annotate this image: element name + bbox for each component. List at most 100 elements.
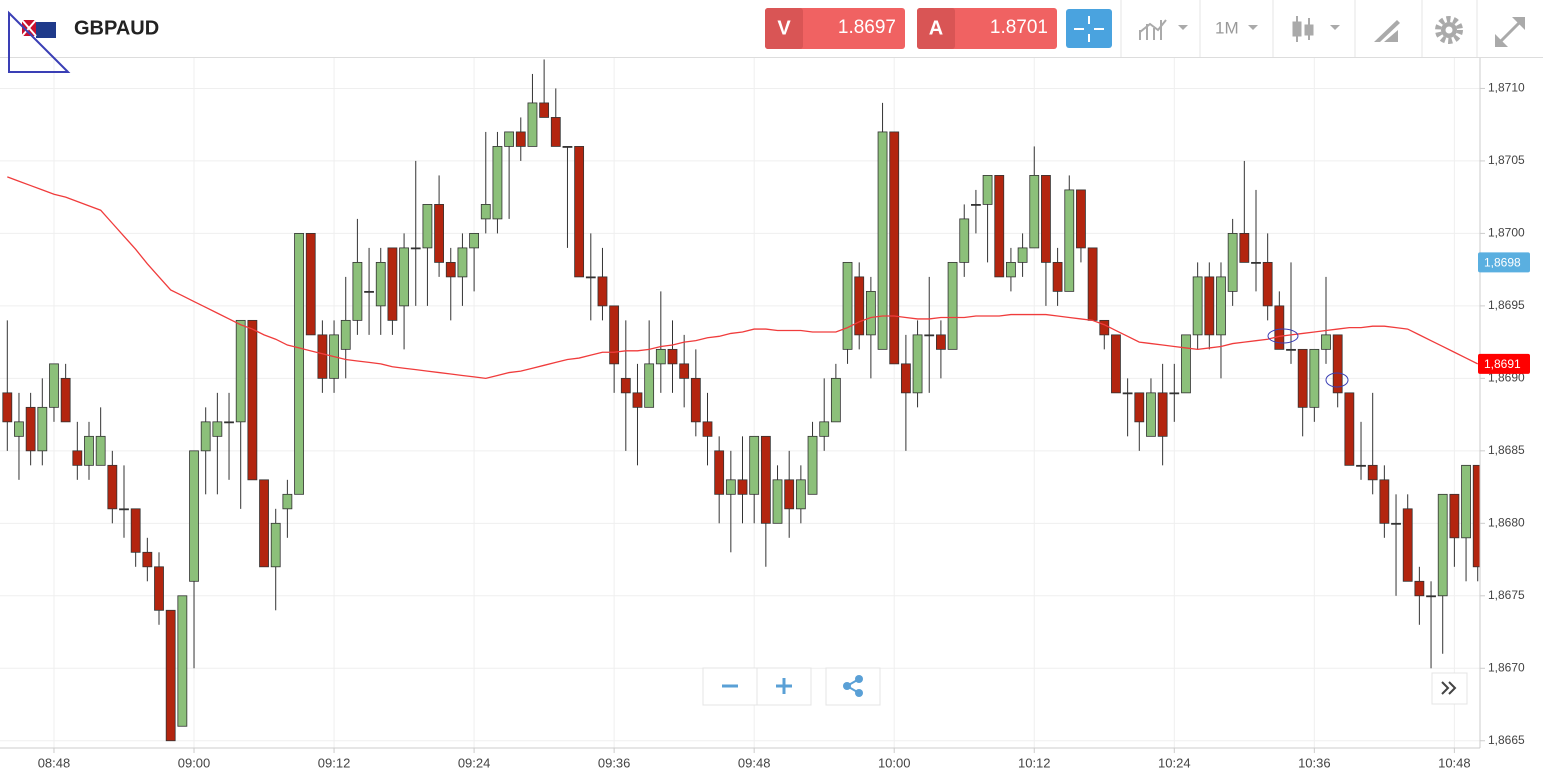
candle-body xyxy=(1449,493,1460,539)
candle-body xyxy=(224,421,234,424)
candle-body xyxy=(247,319,258,481)
candle-body xyxy=(1297,348,1308,408)
crosshair-button[interactable] xyxy=(1066,9,1112,48)
candle-body xyxy=(1099,319,1110,336)
candle-body xyxy=(865,290,876,336)
candle-body xyxy=(1286,348,1296,351)
candle-body xyxy=(585,276,596,279)
candle-body xyxy=(492,146,503,220)
candle-body xyxy=(1332,334,1343,394)
x-tick-label: 09:36 xyxy=(598,755,631,770)
price-tag-label: 1,8698 xyxy=(1484,256,1521,270)
candle-body xyxy=(1017,247,1028,263)
candle-body xyxy=(515,131,526,147)
drawing-triangle[interactable] xyxy=(8,10,71,73)
candle-body xyxy=(457,247,468,278)
candle-style-button[interactable] xyxy=(1292,16,1340,42)
annotation-ellipses[interactable] xyxy=(1267,328,1349,388)
y-tick-label: 1,8680 xyxy=(1488,515,1525,529)
axes: 1,86651,86701,86751,86801,86851,86901,86… xyxy=(38,81,1530,770)
candle-body xyxy=(480,204,491,220)
candle-body xyxy=(1344,392,1355,466)
settings-button[interactable] xyxy=(1435,16,1463,44)
candle-body xyxy=(574,146,585,278)
candle-body xyxy=(1309,348,1320,408)
candle-body xyxy=(1402,508,1413,582)
candle-body xyxy=(235,319,246,423)
candle-body xyxy=(1041,175,1051,263)
buy-button[interactable]: A 1.8701 xyxy=(917,8,1057,49)
y-tick-label: 1,8690 xyxy=(1488,371,1525,385)
candle-body xyxy=(1146,392,1156,437)
candle-body xyxy=(1426,595,1436,598)
candle-body xyxy=(737,479,748,495)
x-tick-label: 08:48 xyxy=(38,755,71,770)
candle-body xyxy=(971,204,981,206)
candle-body xyxy=(469,232,480,249)
x-tick-label: 10:00 xyxy=(878,755,911,770)
candle-body xyxy=(550,117,561,147)
candle-body xyxy=(445,261,456,278)
candle-body xyxy=(270,522,281,568)
candle-body xyxy=(620,377,631,394)
candle-body xyxy=(667,348,678,365)
candle-body xyxy=(1437,493,1448,597)
candle-body xyxy=(212,421,223,437)
sell-price: 1.8697 xyxy=(838,17,896,38)
candle-body xyxy=(877,131,888,350)
y-tick-label: 1,8675 xyxy=(1488,588,1525,602)
candle-body xyxy=(1192,276,1203,336)
candle-body xyxy=(795,479,806,510)
candle-body xyxy=(912,334,923,394)
candle-body xyxy=(177,595,188,727)
scroll-right-button[interactable] xyxy=(1431,672,1468,705)
candle-body xyxy=(1391,522,1401,525)
candle-body xyxy=(936,334,946,350)
candle-body xyxy=(1321,334,1331,350)
candle-body xyxy=(819,421,830,437)
toolbar-separators xyxy=(1120,0,1478,57)
candle-body xyxy=(1134,392,1145,423)
candle-body xyxy=(399,247,409,307)
candle-body xyxy=(364,290,374,293)
y-tick-label: 1,8695 xyxy=(1488,298,1525,312)
candle-body xyxy=(539,102,550,118)
x-tick-label: 10:12 xyxy=(1018,755,1051,770)
candle-body xyxy=(1111,334,1121,394)
share-button[interactable] xyxy=(825,667,881,706)
chart-type-button[interactable] xyxy=(1139,19,1188,40)
candle-body xyxy=(1157,392,1168,437)
candle-body xyxy=(434,204,444,263)
candle-body xyxy=(259,479,269,568)
candle-body xyxy=(1216,276,1226,336)
fullscreen-button[interactable] xyxy=(1495,17,1525,47)
candle-body xyxy=(72,450,83,466)
candle-body xyxy=(1472,464,1480,568)
candle-body xyxy=(410,247,421,250)
candle-body xyxy=(119,508,129,511)
candle-body xyxy=(842,261,853,350)
candle-body xyxy=(375,261,386,307)
candle-body xyxy=(14,421,24,437)
candle-body xyxy=(924,334,935,337)
zoom-out-button[interactable] xyxy=(702,667,758,706)
zoom-in-button[interactable] xyxy=(756,667,812,706)
candle-body xyxy=(387,247,398,321)
sell-button[interactable]: V 1.8697 xyxy=(765,8,905,49)
candle-body xyxy=(1204,276,1215,336)
drawing-tools-button[interactable] xyxy=(1374,20,1400,42)
candle-body xyxy=(1006,261,1016,278)
candle-body xyxy=(282,493,293,510)
candle-body xyxy=(959,218,970,263)
candle-body xyxy=(1052,261,1063,292)
candle-body xyxy=(1379,479,1390,524)
timeframe-button[interactable]: 1M xyxy=(1215,18,1258,37)
candle-body xyxy=(340,319,351,350)
candle-body xyxy=(1239,232,1250,263)
candle-body xyxy=(422,204,433,249)
x-tick-label: 09:00 xyxy=(178,755,211,770)
candle-body xyxy=(749,435,760,495)
x-tick-label: 10:36 xyxy=(1298,755,1331,770)
candle-body xyxy=(1181,334,1191,394)
